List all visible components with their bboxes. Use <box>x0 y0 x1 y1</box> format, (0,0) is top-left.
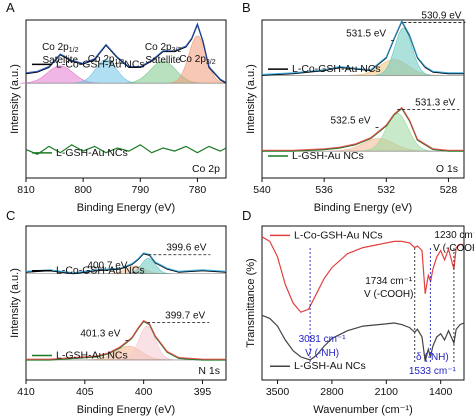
peak-label: Co 2p3/2 <box>179 54 216 66</box>
peak-annotation: 532.5 eV <box>331 115 371 126</box>
core-level-label: O 1s <box>436 163 458 175</box>
legend-label: L-GSH-Au NCs <box>294 360 366 372</box>
fit-envelope <box>26 319 226 360</box>
band-annotation: V (-COOH) <box>364 289 413 300</box>
legend-label: L-Co-GSH-Au NCs <box>292 63 381 75</box>
fit-envelope <box>262 106 464 151</box>
fit-envelope <box>25 252 227 274</box>
peak-annotation: 530.9 eV <box>421 11 461 22</box>
legend-label: L-GSH-Au NCs <box>292 150 364 162</box>
peak-annotation: 531.5 eV <box>346 29 386 40</box>
peak-label: Co 2p1/2 <box>42 42 79 54</box>
x-tick-label: 405 <box>76 386 94 398</box>
band-annotation: 1533 cm⁻¹ <box>409 366 457 377</box>
panel-letter: D <box>242 208 251 223</box>
core-level-label: N 1s <box>198 365 220 377</box>
x-tick-label: 395 <box>194 386 212 398</box>
peak-label: Co 2p1/2 <box>88 54 125 66</box>
legend-label: L-Co-GSH-Au NCs <box>56 265 145 277</box>
core-level-label: Co 2p <box>192 163 220 175</box>
peak-annotation: 401.3 eV <box>80 328 120 339</box>
x-tick-label: 1400 <box>429 386 453 398</box>
fit-component <box>125 257 172 274</box>
x-tick-label: 810 <box>17 184 35 196</box>
fit-component <box>120 325 174 361</box>
peak-annotation: 399.6 eV <box>166 243 206 254</box>
band-annotation: 1734 cm⁻¹ <box>365 276 413 287</box>
series-line <box>261 314 465 362</box>
legend-label: L-Co-GSH-Au NCs <box>56 58 145 70</box>
x-tick-label: 800 <box>74 184 92 196</box>
chart-panel-d: D 3500 2800 2100 1400 Wavenumber (cm⁻¹) Transm… <box>242 208 474 416</box>
chart-panel-b: B 540 536 532 528 Binding Energy (eV) Intensit… <box>242 0 466 214</box>
x-tick-label: 780 <box>189 184 207 196</box>
panel-letter: C <box>6 208 15 223</box>
peak-label-line2: Satellite <box>42 55 78 66</box>
fit-envelope <box>25 22 227 83</box>
x-tick-label: 540 <box>253 184 271 196</box>
band-annotation: 1230 cm⁻¹ <box>434 230 474 241</box>
x-tick-label: 3500 <box>266 386 290 398</box>
legend-label: L-GSH-Au NCs <box>56 147 128 159</box>
y-axis-label: Intensity (a.u.) <box>9 268 21 338</box>
x-tick-label: 410 <box>17 386 35 398</box>
x-axis-label: Binding Energy (eV) <box>314 202 412 214</box>
x-tick-label: 790 <box>132 184 150 196</box>
legend-label: L-Co-GSH-Au NCs <box>294 229 383 241</box>
y-axis-label: Transmittance (%) <box>245 258 257 347</box>
series-line <box>25 144 227 155</box>
plot-frame <box>261 19 465 179</box>
fit-component <box>169 35 226 84</box>
fit-component <box>375 27 431 76</box>
plot-frame <box>261 225 465 381</box>
panel-letter: A <box>6 0 15 15</box>
legend-label: L-GSH-Au NCs <box>56 349 128 361</box>
x-tick-label: 2100 <box>375 386 399 398</box>
x-tick-label: 528 <box>440 184 458 196</box>
peak-annotation: 531.3 eV <box>415 97 455 108</box>
x-tick-label: 532 <box>378 184 396 196</box>
y-axis-label: Intensity (a.u.) <box>245 64 257 134</box>
fit-envelope <box>261 19 464 76</box>
peak-label: Co 2p3/2 <box>145 42 182 54</box>
peak-annotation: 399.7 eV <box>165 310 205 321</box>
band-annotation: 3081 cm⁻¹ <box>299 334 347 345</box>
x-tick-label: 2800 <box>320 386 344 398</box>
plot-frame <box>25 225 227 381</box>
band-annotation: V (-NH) <box>305 348 339 359</box>
series-line <box>261 236 464 313</box>
y-axis-label: Intensity (a.u.) <box>9 64 21 134</box>
band-annotation: V (-COOH) <box>433 243 474 254</box>
fit-component <box>72 59 140 84</box>
x-axis-label: Wavenumber (cm⁻¹) <box>313 404 413 416</box>
plot-frame <box>25 19 227 179</box>
x-tick-label: 400 <box>135 386 153 398</box>
band-annotation: δ (-NH) <box>416 352 449 363</box>
chart-panel-c: C 410 405 400 395 Binding Energy (eV) Intensit… <box>6 208 227 416</box>
peak-annotation: 400.7 eV <box>87 261 127 272</box>
x-axis-label: Binding Energy (eV) <box>77 404 175 416</box>
peak-label-line2: Satellite <box>145 55 181 66</box>
panel-letter: B <box>242 0 251 15</box>
x-tick-label: 536 <box>315 184 333 196</box>
x-axis-label: Binding Energy (eV) <box>77 202 175 214</box>
chart-panel-a: A 810 800 790 780 Binding Energy (eV) Intensit… <box>6 0 227 214</box>
